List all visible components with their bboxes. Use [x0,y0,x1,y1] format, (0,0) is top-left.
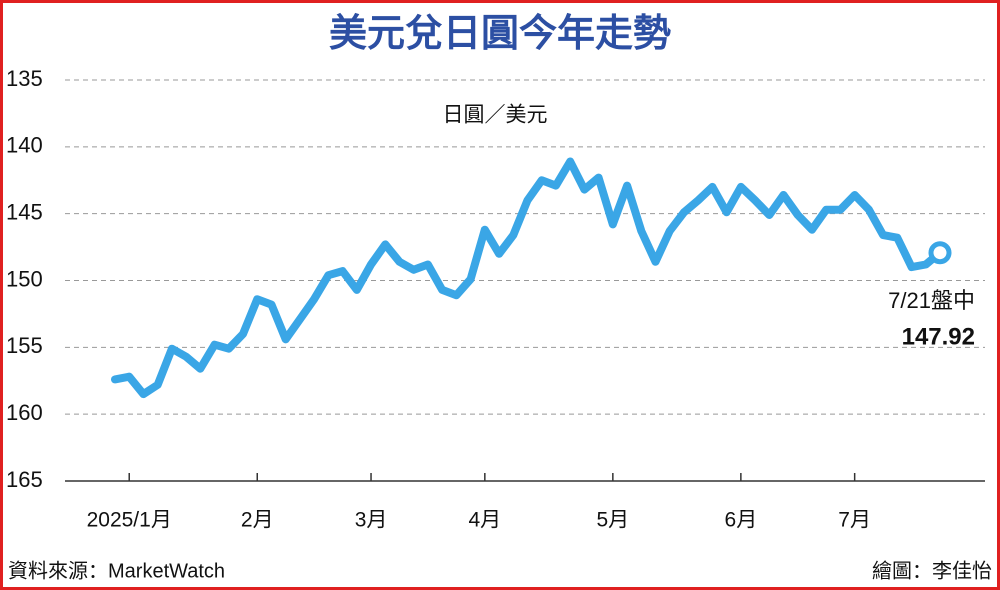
y-axis-label: 日圓／美元 [443,104,548,127]
x-tick-label: 2月 [241,509,274,532]
y-tick-label: 165 [6,467,43,492]
x-tick-label: 7月 [838,509,871,532]
y-tick-label: 145 [6,199,43,224]
y-tick-label: 140 [6,133,43,158]
x-tick-label: 6月 [725,509,758,532]
x-tick-label: 4月 [468,509,501,532]
value-label: 147.92 [902,323,975,350]
source: 資料來源：MarketWatch [8,559,225,582]
x-tick-label: 5月 [597,509,630,532]
x-tick-label: 3月 [355,509,388,532]
y-tick-label: 160 [6,400,43,425]
line [111,157,944,399]
credit: 繪圖：李佳怡 [872,559,992,582]
annotation: 7/21盤中 [888,288,975,313]
y-tick-label: 150 [6,266,43,291]
x-tick-label: 2025/1月 [87,509,172,532]
chart-title: 美元兌日圓今年走勢 [329,13,671,55]
y-tick-label: 135 [6,66,43,91]
y-tick-label: 155 [6,333,43,358]
end-marker [928,241,952,265]
